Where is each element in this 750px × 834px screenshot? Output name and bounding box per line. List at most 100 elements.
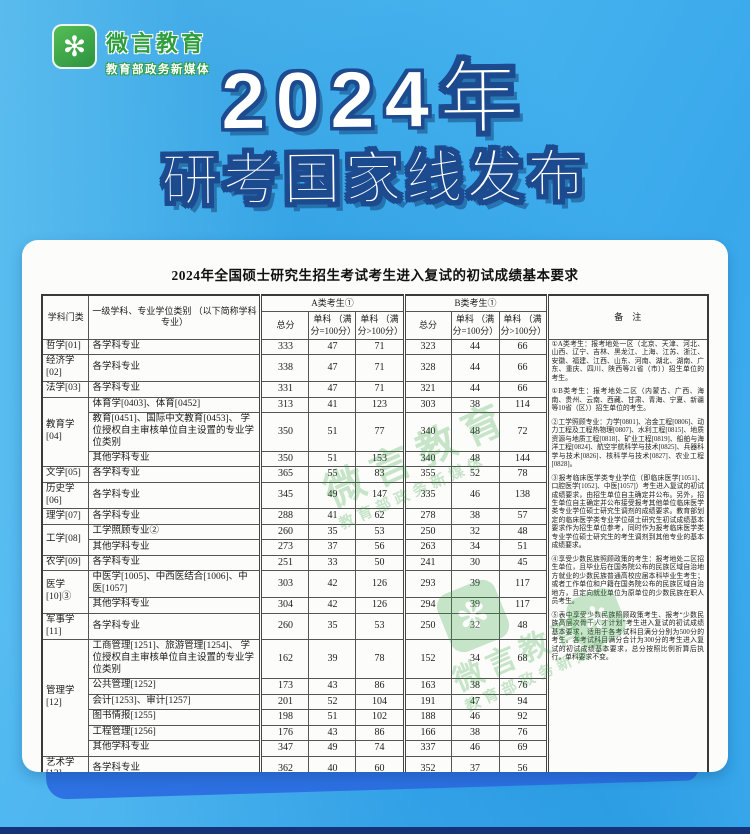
a-subover100-cell: 126: [355, 570, 405, 599]
a-total-cell: 303: [259, 570, 310, 599]
a-total-cell: 273: [259, 539, 310, 556]
category-cell: 文学[05]: [41, 466, 90, 483]
b-subover100-cell: 117: [498, 597, 548, 614]
a-subover100-cell: 60: [355, 755, 405, 772]
a-subover100-cell: 53: [355, 612, 405, 641]
b-total-cell: 152: [402, 639, 452, 679]
logo-text: 微言教育 教育部政务新媒体: [106, 24, 210, 77]
b-sub100-cell: 30: [450, 554, 500, 572]
category-cell: 哲学[01]: [41, 338, 90, 356]
a-sub100-cell: 33: [308, 554, 357, 572]
b-sub100-cell: 46: [450, 709, 500, 726]
a-sub100-cell: 40: [308, 755, 357, 772]
publisher-logo: ✻ 微言教育 教育部政务新媒体: [52, 24, 210, 77]
a-sub100-cell: 43: [308, 678, 357, 695]
remarks-cell: ①A类考生：报考地处一区（北京、天津、河北、山西、辽宁、吉林、黑龙江、上海、江苏…: [545, 338, 709, 772]
b-subover100-cell: 138: [498, 481, 548, 510]
a-subover100-cell: 71: [355, 354, 405, 382]
a-total-cell: 201: [259, 693, 310, 710]
hero-title: 2024年 研考国家线发布: [0, 53, 750, 214]
b-subover100-cell: 57: [498, 508, 548, 525]
b-subover100-cell: 78: [498, 466, 548, 483]
b-subover100-cell: 114: [498, 396, 548, 413]
b-subover100-cell: 66: [498, 338, 548, 356]
a-sub100-cell: 47: [308, 338, 357, 356]
a-sub100-cell: 51: [308, 412, 357, 452]
a-total-cell: 288: [259, 508, 310, 525]
a-total-cell: 338: [259, 354, 310, 382]
major-cell: 各学科专业: [88, 612, 262, 641]
b-subover100-cell: 76: [498, 724, 548, 741]
table-row: 历史学[06] 各学科专业 345 49 147 335 46 138: [41, 481, 708, 510]
b-sub100-cell: 38: [450, 396, 500, 413]
b-sub100-cell: 46: [450, 481, 500, 510]
a-total-cell: 345: [259, 481, 310, 510]
category-cell: 教育学[04]: [41, 396, 90, 468]
a-sub100-cell: 42: [308, 570, 357, 599]
category-cell: 历史学[06]: [41, 481, 90, 510]
b-total-cell: 191: [402, 693, 452, 710]
bottom-border-strip: [0, 827, 750, 834]
b-sub100-cell: 38: [450, 678, 500, 695]
table-row: 艺术学[13] 各学科专业 362 40 60 352 37 56: [41, 755, 708, 772]
table-row: 工学[08] 工学照顾专业② 260 35 53 250 32 48: [41, 523, 708, 556]
b-subover100-cell: 48: [498, 612, 548, 641]
header-a-sub100: 单科 （满分=100分）: [308, 311, 357, 340]
a-sub100-cell: 35: [308, 612, 357, 641]
b-total-cell: 337: [402, 740, 452, 757]
hero-subtitle: 研考国家线发布: [161, 144, 590, 214]
major-cell: 各学科专业: [88, 508, 262, 525]
b-sub100-cell: 38: [450, 508, 500, 525]
b-total-cell: 278: [402, 508, 452, 525]
table-row: 工程管理[1256] 176 43 86 166 38 76: [42, 724, 708, 741]
a-sub100-cell: 39: [308, 639, 357, 679]
b-sub100-cell: 32: [450, 523, 500, 541]
table-row: 其他学科专业 273 37 56 263 34 51: [42, 539, 708, 556]
major-cell: 工商管理[1251]、旅游管理[1254]、 学位授权自主审核单位自主设置的专业…: [88, 639, 262, 679]
b-total-cell: 328: [402, 354, 452, 382]
b-subover100-cell: 66: [498, 354, 548, 382]
b-sub100-cell: 52: [450, 466, 500, 483]
category-cell: 工学[08]: [41, 523, 90, 556]
a-sub100-cell: 47: [308, 381, 357, 398]
a-total-cell: 350: [259, 450, 310, 468]
a-subover100-cell: 153: [355, 450, 405, 468]
a-total-cell: 362: [259, 755, 310, 772]
header-b-sub100: 单科 （满分=100分）: [450, 311, 500, 340]
a-sub100-cell: 35: [308, 523, 357, 541]
major-cell: 其他学科专业: [88, 740, 262, 757]
a-sub100-cell: 41: [308, 396, 357, 413]
b-subover100-cell: 144: [498, 450, 548, 468]
category-cell: 艺术学[13]: [41, 755, 90, 772]
b-sub100-cell: 34: [450, 539, 500, 556]
major-cell: 体育学[0403]、体育[0452]: [88, 396, 262, 413]
b-sub100-cell: 37: [450, 755, 500, 772]
table-row: 其他学科专业 304 42 126 294 39 117: [42, 597, 708, 614]
a-subover100-cell: 104: [355, 693, 405, 710]
remark-paragraph: ①B类考生：报考地处二区（内蒙古、广西、海南、贵州、云南、西藏、甘肃、青海、宁夏…: [551, 388, 705, 413]
table-row: 文学[05] 各学科专业 365 55 83 355 52 78: [41, 466, 708, 483]
b-total-cell: 340: [402, 450, 452, 468]
major-cell: 各学科专业: [88, 755, 262, 772]
a-subover100-cell: 126: [355, 597, 405, 614]
header-row-sub: 总分 单科 （满分=100分） 单科 （满分>100分） 总分 单科 （满分=1…: [42, 311, 708, 340]
table-row: 经济学[02] 各学科专业 338 47 71 328 44 66: [41, 354, 708, 382]
b-subover100-cell: 45: [498, 554, 548, 572]
b-subover100-cell: 56: [498, 755, 548, 772]
a-subover100-cell: 86: [355, 678, 405, 695]
major-cell: 公共管理[1252]: [88, 678, 262, 695]
major-cell: 其他学科专业: [88, 539, 262, 556]
b-sub100-cell: 32: [450, 612, 500, 641]
a-total-cell: 333: [259, 338, 310, 356]
a-total-cell: 198: [259, 709, 310, 726]
a-subover100-cell: 71: [355, 338, 405, 356]
a-subover100-cell: 78: [355, 639, 405, 679]
remark-paragraph: ④享受少数民族照顾政策的考生：报考地处二区招生单位，且毕业后在国务院公布的民族区…: [551, 555, 705, 606]
a-subover100-cell: 53: [355, 523, 405, 541]
a-total-cell: 331: [259, 381, 310, 398]
table-row: 医学[10]③ 中医学[1005]、中西医结合[1006]、中医[1057] 3…: [41, 570, 708, 614]
category-cell: 军事学[11]: [41, 612, 90, 641]
header-a-subover100: 单科 （满分>100分）: [355, 311, 405, 340]
remark-paragraph: ⑤表中享受少数民族照顾政策考生、报考“少数民族高层次骨干人才计划”考生进入复试的…: [551, 611, 705, 662]
table-row: 哲学[01] 各学科专业 333 47 71 323 44 66 ①A类考生：报…: [41, 338, 709, 772]
